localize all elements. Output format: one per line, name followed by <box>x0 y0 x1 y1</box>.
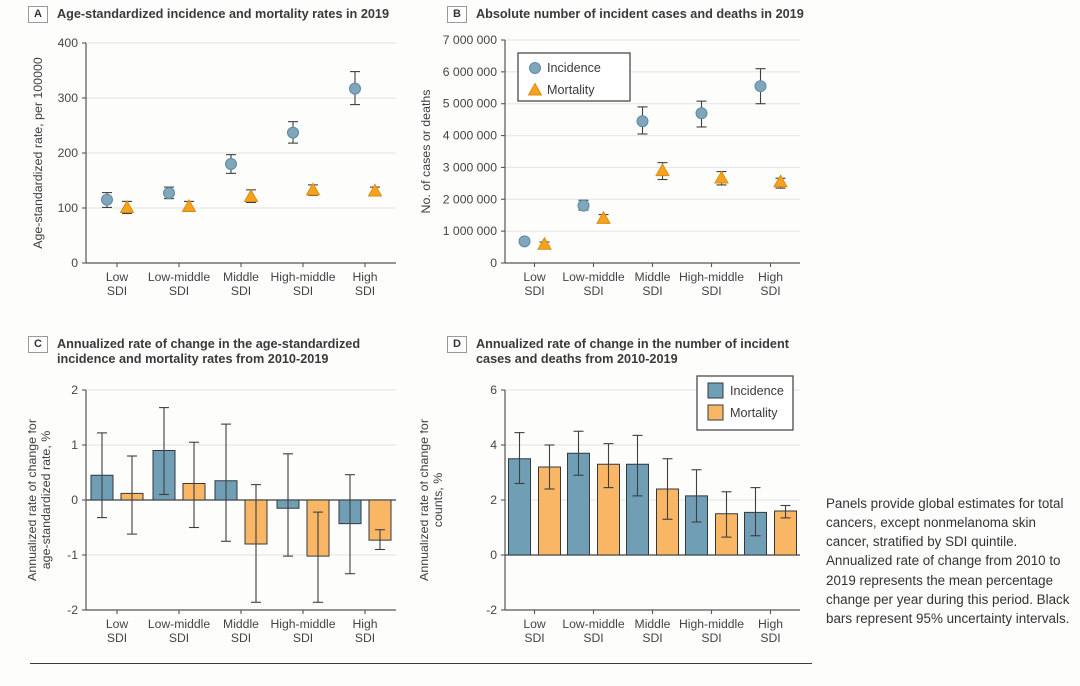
svg-text:SDI: SDI <box>524 631 544 645</box>
svg-text:Low-middle: Low-middle <box>562 617 625 631</box>
svg-text:SDI: SDI <box>701 284 721 298</box>
svg-text:-1: -1 <box>67 548 78 562</box>
panel-b-title: Absolute number of incident cases and de… <box>475 7 804 21</box>
svg-text:SDI: SDI <box>231 284 251 298</box>
svg-text:High-middle: High-middle <box>270 270 335 284</box>
svg-text:2: 2 <box>490 493 497 507</box>
svg-text:SDI: SDI <box>293 631 313 645</box>
svg-text:Low-middle: Low-middle <box>562 270 625 284</box>
svg-text:1 000 000: 1 000 000 <box>443 224 497 238</box>
panel-d-header: D Annualized rate of change in the numbe… <box>420 336 820 368</box>
panel-c-chart: -2-1012LowSDILow-middleSDIMiddleSDIHigh-… <box>28 383 396 645</box>
svg-text:7 000 000: 7 000 000 <box>443 33 497 47</box>
panel-a-chart: 0100200300400LowSDILow-middleSDIMiddleSD… <box>31 36 396 298</box>
svg-text:High: High <box>352 270 377 284</box>
svg-text:SDI: SDI <box>760 284 780 298</box>
panel-b: B Absolute number of incident cases and … <box>420 6 820 315</box>
svg-text:Low-middle: Low-middle <box>148 270 211 284</box>
panel-a: A Age-standardized incidence and mortali… <box>28 6 420 315</box>
svg-text:0: 0 <box>71 256 78 270</box>
svg-text:400: 400 <box>58 36 79 50</box>
svg-text:-2: -2 <box>67 603 78 617</box>
svg-text:4: 4 <box>490 438 497 452</box>
svg-text:SDI: SDI <box>231 631 251 645</box>
svg-text:High-middle: High-middle <box>679 617 744 631</box>
svg-text:High: High <box>758 270 783 284</box>
svg-text:High-middle: High-middle <box>679 270 744 284</box>
svg-text:6 000 000: 6 000 000 <box>443 65 497 79</box>
svg-text:2 000 000: 2 000 000 <box>443 192 497 206</box>
svg-text:5 000 000: 5 000 000 <box>443 97 497 111</box>
panel-c-title: Annualized rate of change in the age-sta… <box>56 337 361 367</box>
panel-a-letter: A <box>28 6 48 23</box>
figure-caption: Panels provide global estimates for tota… <box>826 496 1070 626</box>
svg-text:SDI: SDI <box>169 631 189 645</box>
svg-text:Annualized rate of change forc: Annualized rate of change forcounts, % <box>420 419 445 581</box>
figure-divider <box>30 663 812 664</box>
panel-b-header: B Absolute number of incident cases and … <box>420 6 820 23</box>
svg-text:6: 6 <box>490 383 497 397</box>
svg-text:1: 1 <box>71 438 78 452</box>
svg-text:High: High <box>758 617 783 631</box>
svg-text:Low-middle: Low-middle <box>148 617 211 631</box>
svg-text:4 000 000: 4 000 000 <box>443 129 497 143</box>
svg-text:High: High <box>352 617 377 631</box>
panel-d-letter: D <box>447 336 467 353</box>
svg-text:SDI: SDI <box>169 284 189 298</box>
svg-text:0: 0 <box>71 493 78 507</box>
svg-text:Incidence: Incidence <box>730 384 784 398</box>
svg-text:3 000 000: 3 000 000 <box>443 160 497 174</box>
svg-text:Low: Low <box>106 617 129 631</box>
svg-text:Mortality: Mortality <box>730 406 778 420</box>
svg-text:-2: -2 <box>486 603 497 617</box>
panel-c: C Annualized rate of change in the age-s… <box>28 336 420 660</box>
svg-text:SDI: SDI <box>355 284 375 298</box>
svg-text:SDI: SDI <box>701 631 721 645</box>
panel-c-header: C Annualized rate of change in the age-s… <box>28 336 420 368</box>
svg-text:SDI: SDI <box>293 284 313 298</box>
panel-a-title: Age-standardized incidence and mortality… <box>56 7 390 21</box>
panel-c-letter: C <box>28 336 48 353</box>
svg-text:SDI: SDI <box>107 631 127 645</box>
svg-text:Middle: Middle <box>223 270 259 284</box>
svg-text:Low: Low <box>523 270 546 284</box>
svg-text:SDI: SDI <box>583 631 603 645</box>
svg-text:0: 0 <box>490 256 497 270</box>
svg-text:High-middle: High-middle <box>270 617 335 631</box>
svg-text:SDI: SDI <box>760 631 780 645</box>
panel-d-title: Annualized rate of change in the number … <box>475 337 789 367</box>
svg-text:Mortality: Mortality <box>547 83 595 97</box>
svg-text:SDI: SDI <box>642 631 662 645</box>
svg-text:Incidence: Incidence <box>547 61 601 75</box>
panel-d-chart: -20246LowSDILow-middleSDIMiddleSDIHigh-m… <box>420 375 800 645</box>
svg-text:SDI: SDI <box>642 284 662 298</box>
panel-a-header: A Age-standardized incidence and mortali… <box>28 6 420 23</box>
svg-text:No. of cases or deaths: No. of cases or deaths <box>420 90 433 214</box>
svg-text:SDI: SDI <box>583 284 603 298</box>
svg-text:200: 200 <box>58 146 79 160</box>
svg-text:0: 0 <box>490 548 497 562</box>
svg-text:Age-standardized rate, per 100: Age-standardized rate, per 100000 <box>31 57 45 249</box>
svg-text:Middle: Middle <box>635 617 671 631</box>
svg-text:300: 300 <box>58 91 79 105</box>
panel-b-letter: B <box>447 6 467 23</box>
panel-d: D Annualized rate of change in the numbe… <box>420 336 820 660</box>
svg-text:Low: Low <box>523 617 546 631</box>
svg-text:SDI: SDI <box>355 631 375 645</box>
svg-text:Annualized rate of change fora: Annualized rate of change forage-standar… <box>28 419 53 581</box>
svg-text:2: 2 <box>71 383 78 397</box>
svg-text:Middle: Middle <box>223 617 259 631</box>
svg-text:SDI: SDI <box>524 284 544 298</box>
panel-b-chart: 0 1 000 000 2 000 000 3 000 000 4 000 000 5 0… <box>420 33 800 298</box>
svg-text:100: 100 <box>58 201 79 215</box>
svg-text:SDI: SDI <box>107 284 127 298</box>
svg-text:Middle: Middle <box>635 270 671 284</box>
svg-text:Low: Low <box>106 270 129 284</box>
